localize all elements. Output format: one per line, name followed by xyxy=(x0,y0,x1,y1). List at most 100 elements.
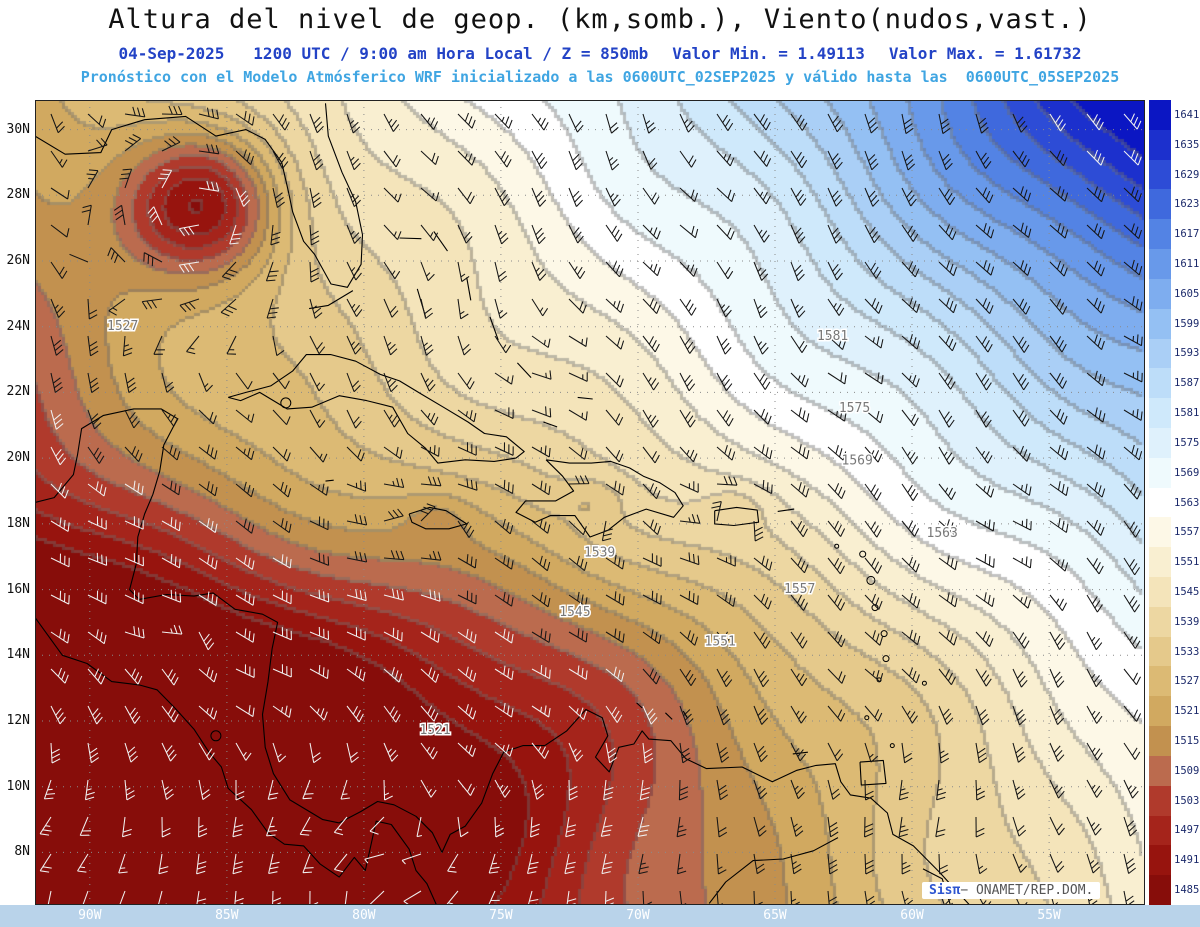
wind-barb xyxy=(235,742,252,761)
wind-barb xyxy=(753,631,771,649)
wind-barb xyxy=(827,113,844,133)
wind-barb xyxy=(118,853,128,874)
wind-barb xyxy=(938,519,958,535)
wind-barb xyxy=(119,890,126,905)
wind-barb xyxy=(1012,742,1026,763)
wind-barb xyxy=(79,816,92,836)
colorbar-cell xyxy=(1149,517,1171,548)
wind-barb xyxy=(975,150,992,169)
wind-barb xyxy=(309,298,323,319)
wind-barb xyxy=(235,372,253,390)
wind-barb xyxy=(494,816,505,838)
wind-barb xyxy=(161,742,177,762)
wind-barb xyxy=(638,853,649,875)
wind-barb xyxy=(198,444,218,460)
colorbar-cell xyxy=(1149,249,1171,279)
wind-barb xyxy=(383,779,393,801)
wind-barb xyxy=(1012,222,1032,238)
wind-barb xyxy=(901,890,915,905)
wind-barb xyxy=(235,446,255,461)
wind-barb xyxy=(272,590,292,605)
wind-barb xyxy=(716,150,735,167)
wind-barb xyxy=(235,409,255,423)
wind-barb xyxy=(1123,557,1141,576)
wind-barb xyxy=(383,113,400,132)
wind-barb xyxy=(676,816,687,838)
wind-barb xyxy=(901,150,916,171)
wind-barb xyxy=(158,853,169,875)
wind-barb xyxy=(161,705,179,723)
colorbar-cell xyxy=(1149,636,1171,667)
wind-barb xyxy=(457,779,475,796)
wind-barb xyxy=(864,668,884,683)
wind-barb xyxy=(753,705,769,725)
wind-barb xyxy=(827,261,843,281)
wind-barb xyxy=(43,779,56,800)
wind-barb xyxy=(383,667,403,683)
wind-barb xyxy=(753,742,768,763)
wind-barb xyxy=(864,483,882,501)
wind-barb xyxy=(420,550,442,561)
wind-barb xyxy=(637,816,650,837)
wind-barb xyxy=(864,705,883,722)
wind-barb xyxy=(113,204,126,226)
wind-barb xyxy=(975,553,995,568)
wind-barb xyxy=(87,446,105,464)
wind-barb xyxy=(898,779,909,801)
wind-barb xyxy=(420,742,438,760)
wind-barb xyxy=(531,187,547,207)
wind-barb xyxy=(975,335,993,353)
wind-barb xyxy=(309,516,329,531)
wind-barb xyxy=(124,590,144,605)
wind-barb xyxy=(938,705,954,725)
coastline xyxy=(325,479,334,482)
value-max-label: Valor Max. = 1.61732 xyxy=(888,44,1082,63)
wind-barb xyxy=(1086,631,1103,651)
wind-barb xyxy=(87,590,107,605)
wind-barb xyxy=(753,816,767,837)
coastline xyxy=(35,103,364,288)
wind-barb xyxy=(1049,557,1069,572)
wind-barb xyxy=(753,113,771,131)
wind-barbs-layer xyxy=(39,105,1143,905)
wind-barb xyxy=(1012,556,1032,569)
wind-barb xyxy=(272,518,292,534)
wind-barb xyxy=(530,816,540,838)
wind-barb xyxy=(1049,113,1066,132)
coastline xyxy=(665,712,673,720)
wind-barb xyxy=(457,590,477,605)
wind-barb xyxy=(679,446,698,463)
wind-barb xyxy=(87,516,107,530)
wind-barb xyxy=(309,742,322,764)
wind-barb xyxy=(267,779,279,800)
lon-tick-label: 55W xyxy=(1037,908,1061,923)
wind-barb xyxy=(420,628,440,643)
wind-barb xyxy=(716,445,736,461)
coastline xyxy=(777,508,795,512)
wind-barb xyxy=(568,742,584,762)
wind-barb xyxy=(568,409,588,421)
wind-barb xyxy=(198,705,218,720)
wind-barb xyxy=(1049,335,1067,353)
wind-barb xyxy=(679,261,698,277)
watermark-brand: Sisπ xyxy=(929,883,961,898)
wind-barb xyxy=(124,779,135,801)
wind-barb xyxy=(420,409,439,426)
wind-barb xyxy=(790,113,808,131)
wind-barb xyxy=(1049,779,1065,799)
wind-barb xyxy=(346,705,364,723)
wind-barb xyxy=(753,150,772,167)
wind-barb xyxy=(531,664,551,680)
wind-barb xyxy=(1012,816,1027,837)
colorbar-tick-label: 1509 xyxy=(1174,764,1200,777)
wind-barb xyxy=(235,481,255,498)
wind-barb xyxy=(457,112,476,129)
wind-barb xyxy=(50,553,70,568)
island-outline xyxy=(864,715,870,721)
wind-barb xyxy=(901,629,921,646)
wind-barb xyxy=(790,224,806,244)
wind-barb xyxy=(975,260,995,276)
wind-barb xyxy=(716,476,738,486)
wind-barb xyxy=(84,779,95,801)
wind-barb xyxy=(753,479,773,495)
